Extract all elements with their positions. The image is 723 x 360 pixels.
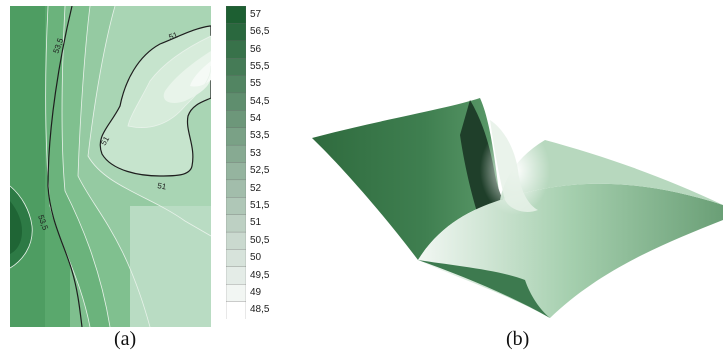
colorbar-swatch xyxy=(225,197,247,216)
surface-upper-right xyxy=(500,140,723,205)
colorbar-swatch xyxy=(225,162,247,181)
contour-label-51-top: 51 xyxy=(168,30,180,42)
colorbar-swatch xyxy=(225,214,247,233)
colorbar-level-label: 54 xyxy=(250,113,262,124)
colorbar-swatch xyxy=(225,144,247,164)
contour-49-region xyxy=(190,61,211,87)
colorbar-swatch xyxy=(225,179,247,198)
colorbar-level-label: 56,5 xyxy=(250,26,270,38)
colorbar-swatch xyxy=(225,127,247,146)
contour-label-51-bottom: 51 xyxy=(157,181,168,192)
contour-50-5-region xyxy=(128,36,211,128)
colorbar-swatch xyxy=(225,301,247,320)
colorbar-level-label: 50 xyxy=(250,252,262,264)
surface-plot-svg xyxy=(312,98,723,318)
colorbar xyxy=(225,5,247,320)
colorbar-level-label: 55,5 xyxy=(250,60,270,72)
colorbar-level-label: 48,5 xyxy=(250,304,270,316)
colorbar-swatch xyxy=(225,92,247,111)
caption-a: (a) xyxy=(114,328,137,350)
colorbar-swatch xyxy=(225,40,247,59)
surface-bottom-fold xyxy=(418,260,550,318)
colorbar-level-label: 49,5 xyxy=(250,269,270,281)
contour-map: 53,5 51 51 51 53,5 xyxy=(9,5,212,328)
colorbar-level-label: 57 xyxy=(250,8,262,20)
colorbar-swatch xyxy=(225,231,247,251)
contour-53-5-line xyxy=(47,5,83,328)
colorbar-level-label: 53 xyxy=(250,147,262,159)
surface-white-ridge xyxy=(490,120,538,212)
colorbar-level-label: 55 xyxy=(250,78,262,90)
colorbar-level-label: 56 xyxy=(250,43,262,55)
colorbar-level-label: 49 xyxy=(250,286,262,298)
colorbar-swatch xyxy=(225,5,247,25)
colorbar-swatch xyxy=(225,58,247,77)
colorbar-swatch xyxy=(225,23,247,42)
colorbar-labels: 57 56,5 56 55,5 55 54,5 54 53,5 53 52,5 52 51,5 51 50… xyxy=(250,6,320,326)
colorbar-swatch xyxy=(225,249,247,268)
colorbar-level-label: 53,5 xyxy=(250,130,270,142)
colorbar-level-label: 52 xyxy=(250,182,262,194)
colorbar-level-label: 50,5 xyxy=(250,234,270,246)
caption-b: (b) xyxy=(506,328,530,350)
colorbar-swatch xyxy=(225,284,247,303)
colorbar-swatch xyxy=(225,75,247,94)
colorbar-swatch xyxy=(225,110,247,129)
colorbar-svg xyxy=(225,5,247,320)
colorbar-swatch xyxy=(225,266,247,285)
colorbar-level-label: 51 xyxy=(250,217,262,229)
colorbar-level-label: 54,5 xyxy=(250,95,270,107)
contour-left-dark-band xyxy=(10,6,45,327)
surface-plot xyxy=(300,60,723,320)
colorbar-level-label: 51,5 xyxy=(250,200,270,211)
surface-left-plane xyxy=(312,98,500,260)
contour-band-lower-right xyxy=(130,206,211,327)
contour-left-pocket-inner xyxy=(10,201,22,254)
contour-map-svg: 53,5 51 51 51 53,5 xyxy=(9,5,212,328)
colorbar-level-label: 52,5 xyxy=(250,165,270,177)
contour-50-region xyxy=(163,51,211,103)
